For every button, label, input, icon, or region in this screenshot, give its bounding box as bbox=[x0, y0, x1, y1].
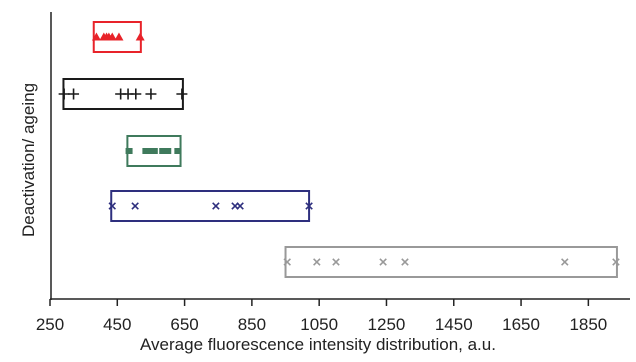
x-tick-label-8: 1850 bbox=[569, 315, 607, 334]
point-1-0 bbox=[58, 88, 70, 100]
series-0 bbox=[91, 21, 145, 53]
point-2-6 bbox=[174, 148, 182, 154]
point-2-4 bbox=[159, 148, 167, 154]
point-4-6 bbox=[612, 258, 620, 266]
point-4-1 bbox=[313, 258, 321, 266]
point-0-5 bbox=[114, 32, 124, 41]
series-2 bbox=[125, 135, 182, 167]
series-1 bbox=[58, 78, 188, 110]
series-3 bbox=[108, 190, 313, 222]
x-tick-label-6: 1450 bbox=[435, 315, 473, 334]
point-0-6 bbox=[135, 32, 145, 41]
point-2-5 bbox=[164, 148, 172, 154]
x-tick-label-3: 850 bbox=[238, 315, 266, 334]
box-3 bbox=[110, 190, 311, 222]
point-2-2 bbox=[146, 148, 154, 154]
point-4-3 bbox=[379, 258, 387, 266]
point-4-0 bbox=[283, 258, 291, 266]
series-4 bbox=[283, 246, 620, 278]
y-axis-title: Deactivation/ ageing bbox=[19, 83, 38, 237]
x-tick-label-2: 650 bbox=[170, 315, 198, 334]
x-axis-title: Average fluorescence intensity distribut… bbox=[140, 335, 496, 354]
point-0-4 bbox=[107, 32, 117, 41]
point-2-0 bbox=[125, 148, 133, 154]
x-tick-label-7: 1650 bbox=[502, 315, 540, 334]
point-1-4 bbox=[130, 88, 142, 100]
point-3-2 bbox=[212, 202, 220, 210]
point-4-4 bbox=[401, 258, 409, 266]
point-3-5 bbox=[305, 202, 313, 210]
x-tick-label-0: 250 bbox=[36, 315, 64, 334]
point-1-1 bbox=[68, 88, 80, 100]
point-2-1 bbox=[142, 148, 150, 154]
point-3-4 bbox=[236, 202, 244, 210]
point-3-1 bbox=[131, 202, 139, 210]
point-1-5 bbox=[145, 88, 157, 100]
x-tick-label-5: 1250 bbox=[368, 315, 406, 334]
x-tick-label-4: 1050 bbox=[300, 315, 338, 334]
point-0-0 bbox=[91, 32, 101, 41]
point-3-0 bbox=[108, 202, 117, 210]
x-tick-label-1: 450 bbox=[103, 315, 131, 334]
plot-area bbox=[58, 21, 620, 278]
point-2-3 bbox=[150, 148, 158, 154]
point-1-6 bbox=[176, 88, 188, 100]
point-4-5 bbox=[561, 258, 569, 266]
point-4-2 bbox=[332, 258, 340, 266]
x-ticks: 250 450 650 850 1050 1250 1450 1650 1850 bbox=[36, 299, 607, 334]
